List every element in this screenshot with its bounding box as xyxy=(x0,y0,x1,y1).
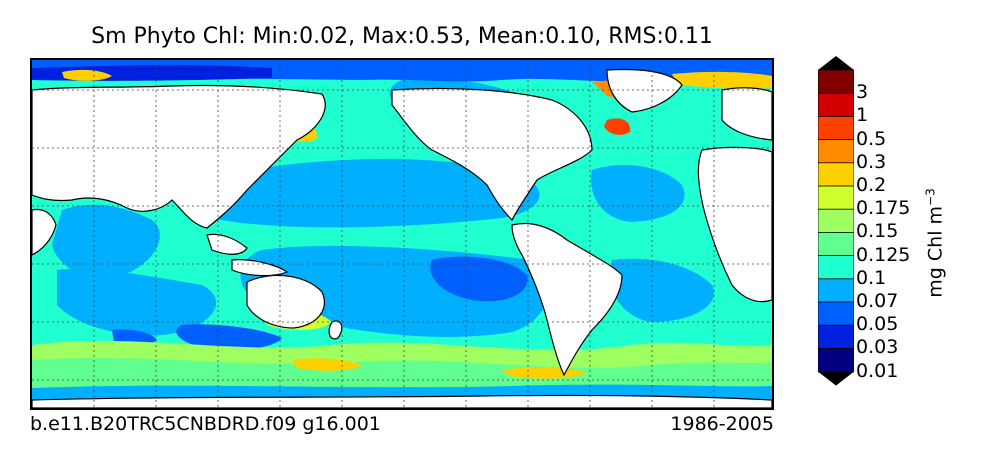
colorbar-swatch xyxy=(818,92,854,118)
colorbar-swatch xyxy=(818,231,854,257)
colorbar-swatch xyxy=(818,69,854,95)
colorbar-extend-min xyxy=(818,371,854,386)
colorbar-units-label: mg Chl m−3 xyxy=(923,188,946,297)
colorbar-swatch xyxy=(818,324,854,350)
chlorophyll-map xyxy=(30,58,774,410)
colorbar-swatch xyxy=(818,139,854,164)
time-period: 1986-2005 xyxy=(670,413,774,435)
colorbar-tick-label: 0.07 xyxy=(856,290,899,312)
colorbar-swatch xyxy=(818,162,854,187)
case-name: b.e11.B20TRC5CNBDRD.f09 g16.001 xyxy=(30,413,381,435)
colorbar-tick-label: 0.1 xyxy=(856,266,887,289)
colorbar-extend-max xyxy=(818,56,854,70)
units-exponent: −3 xyxy=(923,188,938,206)
colorbar-tick-label: 0.03 xyxy=(856,336,899,359)
colorbar-swatch xyxy=(818,116,854,141)
colorbar-swatch xyxy=(818,301,854,327)
colorbar-swatch xyxy=(818,255,854,280)
very-low-chl-regions xyxy=(112,256,528,350)
colorbar-tick-label: 0.3 xyxy=(856,150,887,173)
colorbar-swatch xyxy=(818,208,854,234)
colorbar-tick-label: 3 xyxy=(856,81,869,104)
colorbar-tick-label: 0.2 xyxy=(856,174,887,196)
colorbar xyxy=(818,56,854,386)
colorbar-tick-label: 0.125 xyxy=(856,243,911,266)
colorbar-tick-label: 1 xyxy=(856,104,869,127)
map-svg xyxy=(32,60,772,408)
colorbar-tick-label: 0.175 xyxy=(856,197,911,220)
colorbar-swatch xyxy=(818,185,854,211)
colorbar-tick-label: 0.01 xyxy=(856,359,899,382)
land-masses xyxy=(32,68,772,408)
colorbar-swatch xyxy=(818,278,854,303)
plot-title: Sm Phyto Chl: Min:0.02, Max:0.53, Mean:0… xyxy=(91,24,713,49)
units-text: mg Chl m xyxy=(924,205,947,298)
colorbar-tick-label: 0.5 xyxy=(856,127,887,150)
colorbar-swatch xyxy=(818,347,854,373)
colorbar-tick-label: 0.05 xyxy=(856,313,899,336)
colorbar-tick-label: 0.15 xyxy=(856,220,899,243)
gridlines xyxy=(32,60,772,408)
